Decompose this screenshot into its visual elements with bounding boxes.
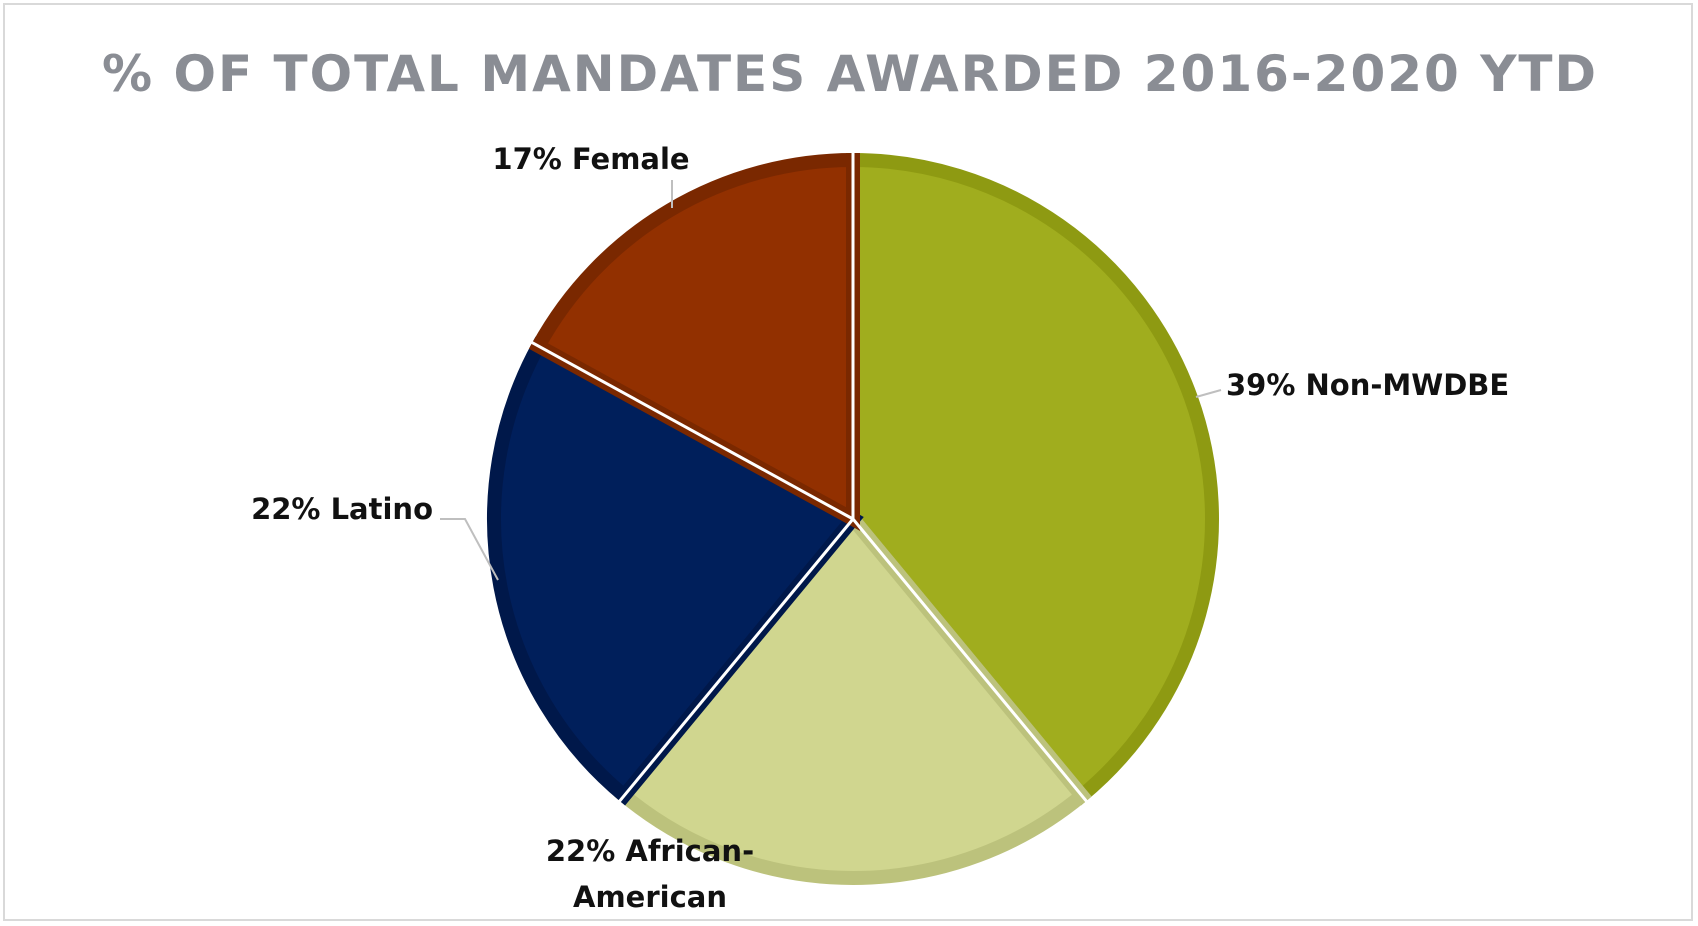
- slice-separator: [851, 518, 1089, 803]
- pie-slice-non-mwdbe: [846, 152, 1219, 806]
- pie-slice-latino: [487, 336, 864, 806]
- pie-slice-female: [528, 152, 860, 531]
- pie-slices: [487, 152, 1219, 886]
- slice-separator: [530, 340, 854, 521]
- chart-title: % OF TOTAL MANDATES AWARDED 2016-2020 YT…: [101, 45, 1599, 103]
- slice-separator: [617, 518, 855, 803]
- data-labels: 39% Non-MWDBE 22% African-American 22% Lat…: [251, 142, 1509, 914]
- leader-line-latino: [440, 518, 499, 581]
- leader-line-non-mwdbe: [1195, 389, 1222, 398]
- pie-slice-african-american: [614, 508, 1092, 886]
- data-label-latino: 22% Latino: [251, 492, 433, 526]
- data-label-african-american: 22% African-American: [546, 834, 754, 914]
- data-label-female: 17% Female: [492, 142, 689, 176]
- leader-lines: [440, 180, 1222, 581]
- data-label-non-mwdbe: 39% Non-MWDBE: [1226, 368, 1509, 402]
